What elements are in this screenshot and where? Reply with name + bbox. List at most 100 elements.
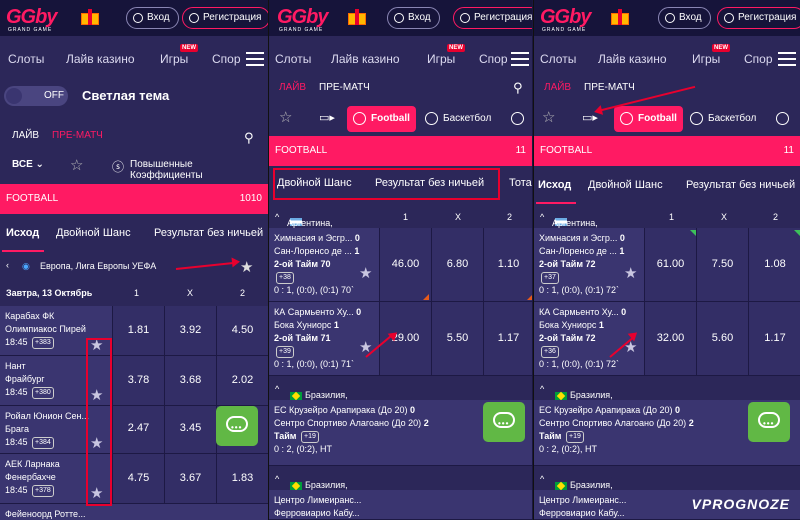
menu-icon[interactable] [511,52,529,66]
odd-x[interactable]: 3.45 [164,406,216,453]
odd-1[interactable]: 29.00 [379,302,431,375]
chat-button[interactable]: ••• [748,402,790,442]
sport-basketball[interactable]: Баскетбол [684,106,756,132]
collapse-icon[interactable]: ^ [540,474,545,484]
odd-1[interactable]: 32.00 [644,302,696,375]
nav-sport[interactable]: Спор [479,52,508,66]
favorites-star-icon[interactable]: ☆ [70,157,84,174]
league-header[interactable]: ^ Бразилия, Чемпионат Перн... [269,468,532,510]
match-row[interactable]: Химнасия и Эсгр... 0 Сан-Лоренсо де ... … [269,228,532,302]
sport-volleyball[interactable] [770,106,794,132]
sport-football[interactable]: Football [614,106,683,132]
sport-football[interactable]: Football [347,106,416,132]
odd-x[interactable]: 3.67 [164,454,216,503]
league-header[interactable]: ^ Аргентина, ... 1 X 2 [534,206,800,238]
register-button[interactable]: Регистрация [453,7,532,29]
odd-2[interactable]: 4.50 [216,306,268,355]
match-row[interactable]: КА Сармьенто Ху... 0 Бока Хуниорс 1 2-ой… [269,302,532,376]
favorites-star-icon[interactable]: ☆ [279,109,293,126]
odd-1[interactable]: 46.00 [379,228,431,301]
video-icon[interactable]: ▭▸ [319,112,335,124]
favorite-star-icon[interactable]: ★ [90,485,104,502]
gift-icon[interactable] [80,7,100,25]
nav-slots[interactable]: Слоты [275,52,312,66]
odd-2[interactable]: 1.17 [483,302,532,375]
tab-total[interactable]: Тота [509,177,532,189]
boosted-odds[interactable]: Повышенные Коэффициенты [130,159,203,181]
league-header[interactable]: ^ Бразилия, Чемпионат Алагоа... [269,378,532,420]
league-header[interactable]: ^ Бразилия, Чемпионат Алагоа... [534,378,800,420]
tab-no-draw[interactable]: Результат без ничьей [375,177,485,189]
collapse-icon[interactable]: ^ [275,384,280,394]
tab-prematch[interactable]: ПРЕ-МАТЧ [52,130,103,141]
tab-live[interactable]: ЛАЙВ [279,82,307,93]
gift-icon[interactable] [610,7,630,25]
match-row[interactable]: Химнасия и Эсгр... 0 Сан-Лоренсо де ... … [534,228,800,302]
match-row[interactable]: КА Сармьенто Ху... 0 Бока Хуниорс 1 2-ой… [534,302,800,376]
odd-1[interactable]: 61.00 [644,228,696,301]
odd-1[interactable]: 4.75 [112,454,164,503]
collapse-icon[interactable]: ^ [540,384,545,394]
nav-live-casino[interactable]: Лайв казино [598,52,667,66]
match-row[interactable]: АЕК Ларнака Фенербахче 18:45 +378 ★ 4.75 3… [0,454,268,504]
odd-2[interactable]: 1.10 [483,228,532,301]
odd-x[interactable]: 3.68 [164,356,216,405]
tab-live[interactable]: ЛАЙВ [12,130,40,141]
tab-prematch[interactable]: ПРЕ-МАТЧ [319,82,370,93]
tab-double-chance[interactable]: Двойной Шанс [277,177,352,189]
match-row[interactable]: Центро Лимеиранс... Ферровиарио Кабу... [534,490,800,520]
register-button[interactable]: Регистрация [717,7,800,29]
league-header[interactable]: ‹ ◉ Европа, Лига Европы УЕФА ★ [0,254,268,280]
odd-2[interactable]: 1.83 [216,454,268,503]
odd-1[interactable]: 3.78 [112,356,164,405]
sport-basketball[interactable]: Баскетбол [419,106,491,132]
football-header[interactable]: FOOTBALL 1010 [0,184,268,214]
odd-2[interactable]: 1.17 [748,302,800,375]
search-icon[interactable]: ⚲ [244,130,254,145]
collapse-icon[interactable]: ^ [275,212,280,222]
menu-icon[interactable] [778,52,796,66]
league-star-icon[interactable]: ★ [240,259,254,276]
theme-toggle[interactable]: OFF [4,86,68,106]
favorite-star-icon[interactable]: ★ [90,435,104,452]
odd-1[interactable]: 2.47 [112,406,164,453]
league-header[interactable]: ^ Бразилия, Чемпионат Перн... [534,468,800,510]
sport-volleyball[interactable] [505,106,529,132]
tab-outcome[interactable]: Исход [6,227,40,239]
football-header[interactable]: FOOTBALL 11 [269,136,532,166]
nav-sport[interactable]: Спор [212,52,241,66]
login-button[interactable]: Вход [126,7,179,29]
favorite-star-icon[interactable]: ★ [359,265,373,282]
nav-slots[interactable]: Слоты [540,52,577,66]
chat-button[interactable]: ••• [483,402,525,442]
favorite-star-icon[interactable]: ★ [90,337,104,354]
nav-games[interactable]: Игры [692,52,721,66]
logo[interactable]: GGby [540,6,591,28]
search-icon[interactable]: ⚲ [513,80,523,95]
favorite-star-icon[interactable]: ★ [90,387,104,404]
football-header[interactable]: FOOTBALL 11 [534,136,800,166]
video-icon[interactable]: ▭▸ [582,112,598,124]
gift-icon[interactable] [347,7,367,25]
odd-x[interactable]: 7.50 [696,228,748,301]
favorites-star-icon[interactable]: ☆ [542,109,556,126]
match-row[interactable]: Карабах ФК Олимпиакос Пирей 18:45 +383 ★ 1… [0,306,268,356]
chat-button[interactable]: ••• [216,406,258,446]
logo[interactable]: GGby [277,6,328,28]
tab-prematch[interactable]: ПРЕ-МАТЧ [584,82,635,93]
match-row[interactable]: Нант Фрайбург 18:45 +380 ★ 3.78 3.68 2.02 [0,356,268,406]
nav-slots[interactable]: Слоты [8,52,45,66]
tab-live[interactable]: ЛАЙВ [544,82,572,93]
tab-outcome[interactable]: Исход [538,179,572,191]
nav-sport[interactable]: Спор [744,52,773,66]
collapse-icon[interactable]: ^ [540,212,545,222]
odd-2[interactable]: 1.08 [748,228,800,301]
nav-live-casino[interactable]: Лайв казино [66,52,135,66]
tab-double-chance[interactable]: Двойной Шанс [588,179,663,191]
favorite-star-icon[interactable]: ★ [624,265,638,282]
login-button[interactable]: Вход [658,7,711,29]
odd-1[interactable]: 1.81 [112,306,164,355]
odd-x[interactable]: 6.80 [431,228,483,301]
nav-live-casino[interactable]: Лайв казино [331,52,400,66]
login-button[interactable]: Вход [387,7,440,29]
